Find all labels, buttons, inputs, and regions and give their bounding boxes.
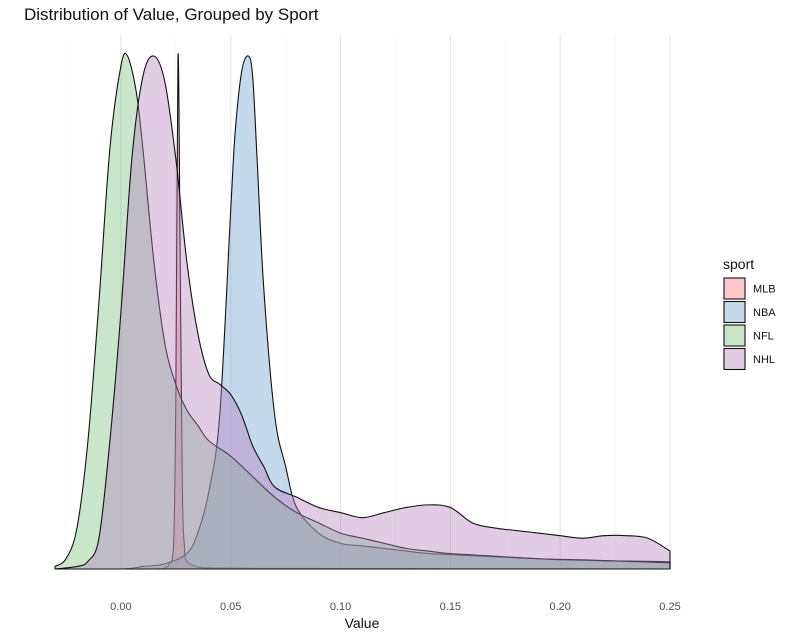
x-tick-label: 0.25 bbox=[659, 601, 680, 613]
legend-label-nba: NBA bbox=[753, 307, 776, 319]
legend-key-mlb bbox=[723, 277, 746, 300]
x-tick-label: 0.15 bbox=[440, 601, 461, 613]
x-tick-label: 0.05 bbox=[220, 601, 241, 613]
legend-key-nfl bbox=[723, 324, 746, 347]
chart-title: Distribution of Value, Grouped by Sport bbox=[24, 5, 319, 24]
legend-key-nhl bbox=[723, 347, 746, 371]
legend-label-nhl: NHL bbox=[753, 354, 775, 366]
legend-label-nfl: NFL bbox=[753, 331, 774, 343]
legend-title: sport bbox=[723, 256, 754, 272]
x-tick-label: 0.00 bbox=[110, 601, 131, 613]
x-axis-label: Value bbox=[345, 615, 380, 631]
legend: sport MLB NBA NFL NHL bbox=[723, 256, 776, 371]
density-area-nfl bbox=[54, 52, 671, 570]
density-area-nhl bbox=[54, 55, 671, 570]
density-areas bbox=[54, 52, 671, 570]
x-tick-label: 0.20 bbox=[549, 601, 570, 613]
legend-key-nba bbox=[723, 300, 746, 324]
legend-label-mlb: MLB bbox=[753, 284, 776, 296]
x-axis: 0.00 0.05 0.10 0.15 0.20 0.25 bbox=[55, 568, 681, 613]
x-tick-label: 0.10 bbox=[330, 601, 351, 613]
grid bbox=[65, 35, 671, 569]
